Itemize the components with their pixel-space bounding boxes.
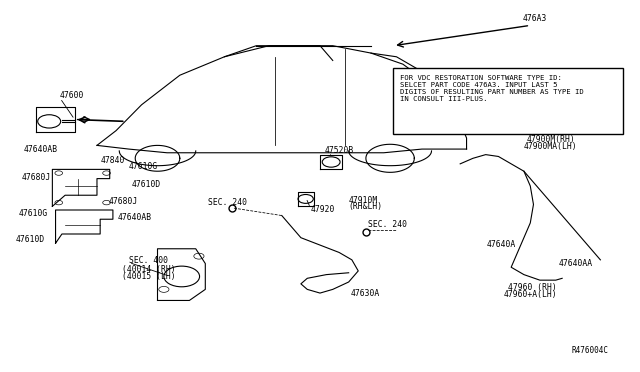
- Text: 47900MA(LH): 47900MA(LH): [524, 142, 577, 151]
- Text: 47610D: 47610D: [15, 235, 45, 244]
- Text: 47920: 47920: [310, 205, 335, 214]
- Text: SEC. 400: SEC. 400: [129, 256, 168, 265]
- Text: 47840: 47840: [100, 155, 125, 165]
- Text: SEC. 240: SEC. 240: [368, 220, 407, 229]
- Text: (40015 (LH): (40015 (LH): [122, 272, 176, 281]
- Text: 47600: 47600: [60, 91, 84, 100]
- Text: SEC. 240: SEC. 240: [209, 198, 248, 207]
- Text: R476004C: R476004C: [572, 346, 609, 355]
- Text: 47960 (RH): 47960 (RH): [508, 283, 557, 292]
- Text: 47610G: 47610G: [19, 209, 48, 218]
- Text: 47630A: 47630A: [351, 289, 380, 298]
- Text: 47640A: 47640A: [487, 240, 516, 249]
- Text: 47610D: 47610D: [132, 180, 161, 189]
- Text: (40014 (RH): (40014 (RH): [122, 264, 176, 273]
- Text: 47640AA: 47640AA: [559, 259, 593, 268]
- Text: 47640AB: 47640AB: [24, 145, 58, 154]
- Text: 476A3: 476A3: [523, 13, 547, 22]
- Text: 47900M(RH): 47900M(RH): [527, 135, 576, 144]
- Text: 47680J: 47680J: [22, 173, 51, 182]
- Text: 47610G: 47610G: [129, 162, 158, 171]
- Text: 47680J: 47680J: [108, 198, 138, 206]
- Text: (RH&LH): (RH&LH): [349, 202, 383, 211]
- Text: FOR VDC RESTORATION SOFTWARE TYPE ID:
SELCET PART CODE 476A3. INPUT LAST 5
DIGIT: FOR VDC RESTORATION SOFTWARE TYPE ID: SE…: [399, 75, 584, 102]
- Text: 47910M: 47910M: [349, 196, 378, 205]
- Text: 47960+A(LH): 47960+A(LH): [504, 290, 557, 299]
- Text: 47520B: 47520B: [324, 147, 354, 155]
- Text: 47640AB: 47640AB: [118, 213, 152, 222]
- Bar: [394, 68, 623, 134]
